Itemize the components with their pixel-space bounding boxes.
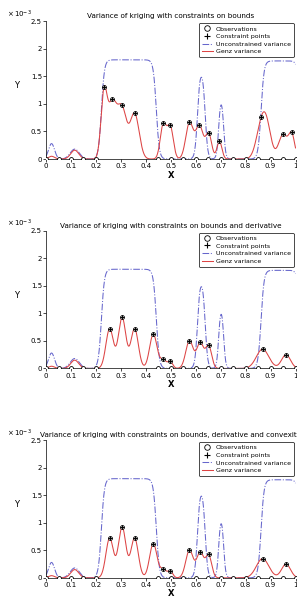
Title: Variance of kriging with constraints on bounds, derivative and convexity: Variance of kriging with constraints on … xyxy=(40,432,297,438)
X-axis label: X: X xyxy=(168,380,174,389)
Y-axis label: Y: Y xyxy=(14,291,19,300)
Text: $\times\,10^{-3}$: $\times\,10^{-3}$ xyxy=(7,8,32,20)
Legend: Observations, Constraint points, Unconstrained variance, Genz variance: Observations, Constraint points, Unconst… xyxy=(199,442,294,476)
Title: Variance of kriging with constraints on bounds: Variance of kriging with constraints on … xyxy=(87,13,255,19)
Legend: Observations, Constraint points, Unconstrained variance, Genz variance: Observations, Constraint points, Unconst… xyxy=(199,232,294,267)
Legend: Observations, Constraint points, Unconstrained variance, Genz variance: Observations, Constraint points, Unconst… xyxy=(199,23,294,58)
Y-axis label: Y: Y xyxy=(14,81,19,90)
Y-axis label: Y: Y xyxy=(14,500,19,509)
Text: $\times\,10^{-3}$: $\times\,10^{-3}$ xyxy=(7,218,32,229)
X-axis label: X: X xyxy=(168,589,174,599)
X-axis label: X: X xyxy=(168,171,174,180)
Text: $\times\,10^{-3}$: $\times\,10^{-3}$ xyxy=(7,427,32,439)
Title: Variance of kriging with constraints on bounds and derivative: Variance of kriging with constraints on … xyxy=(60,223,282,229)
